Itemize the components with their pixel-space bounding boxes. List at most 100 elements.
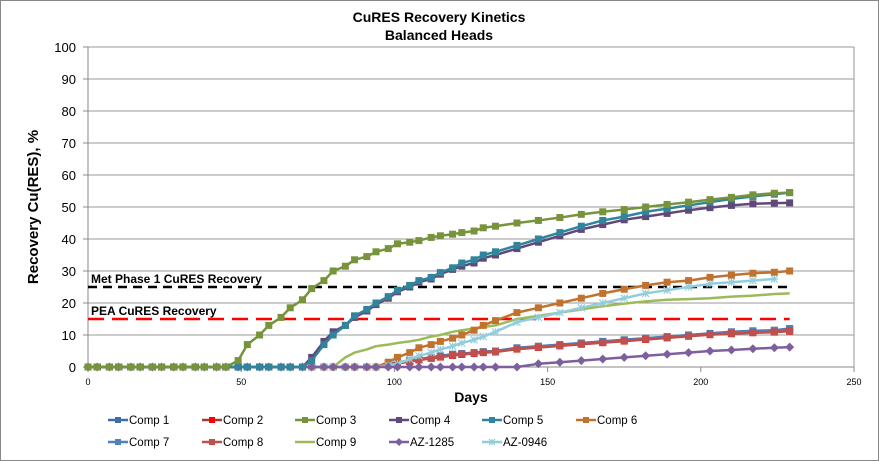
data-point xyxy=(191,363,199,371)
y-tick-label: 60 xyxy=(62,168,76,183)
data-point xyxy=(427,348,436,357)
data-point xyxy=(642,203,650,211)
data-point xyxy=(392,362,402,372)
data-point xyxy=(256,331,264,339)
data-point xyxy=(491,362,501,372)
legend-label: Comp 4 xyxy=(410,415,451,427)
data-point xyxy=(222,363,230,371)
data-point xyxy=(470,256,478,264)
data-point xyxy=(706,279,714,288)
data-point xyxy=(663,205,671,213)
data-point xyxy=(457,362,467,372)
data-point xyxy=(393,240,401,248)
data-point xyxy=(556,214,564,222)
data-point xyxy=(488,438,496,446)
data-point xyxy=(749,191,757,199)
legend-item: Comp 7 xyxy=(108,437,169,449)
data-point xyxy=(457,339,466,347)
data-point xyxy=(705,346,715,356)
data-point xyxy=(209,439,215,445)
data-point xyxy=(599,338,607,346)
legend-label: AZ-1285 xyxy=(410,437,454,449)
data-point xyxy=(479,251,487,259)
data-point xyxy=(641,289,650,298)
data-point xyxy=(513,318,521,327)
data-point xyxy=(170,363,178,371)
data-point xyxy=(436,345,445,354)
x-axis-label: Days xyxy=(454,389,488,405)
data-point xyxy=(234,363,242,371)
data-point xyxy=(706,196,714,204)
data-point xyxy=(436,269,444,277)
data-point xyxy=(458,229,466,237)
x-tick-label: 100 xyxy=(387,377,402,387)
reference-line-label: Met Phase 1 CuRES Recovery xyxy=(91,272,262,286)
data-point xyxy=(491,327,500,336)
data-point xyxy=(470,326,478,334)
data-point xyxy=(351,256,359,264)
data-point xyxy=(685,332,693,340)
y-tick-label: 90 xyxy=(62,72,76,87)
data-point xyxy=(727,201,735,209)
data-point xyxy=(308,357,316,365)
data-point xyxy=(619,352,629,362)
data-point xyxy=(435,362,445,372)
data-point xyxy=(395,438,403,446)
data-point xyxy=(642,335,650,343)
legend-label: AZ-0946 xyxy=(503,437,547,449)
data-point xyxy=(620,213,628,221)
legend-item: Comp 3 xyxy=(295,415,356,427)
data-point xyxy=(329,267,337,275)
data-point xyxy=(470,335,478,344)
data-point xyxy=(533,359,543,369)
data-point xyxy=(307,362,317,372)
data-point xyxy=(513,309,521,317)
data-point xyxy=(577,222,585,230)
data-point xyxy=(93,363,101,371)
data-point xyxy=(642,281,650,289)
data-point xyxy=(577,210,585,218)
data-point xyxy=(234,357,242,365)
x-tick-label: 200 xyxy=(693,377,708,387)
data-point xyxy=(727,271,735,279)
data-point xyxy=(583,417,589,423)
data-point xyxy=(105,363,113,371)
data-point xyxy=(302,417,308,423)
data-point xyxy=(319,362,329,372)
data-point xyxy=(706,273,714,281)
series-comp-3 xyxy=(84,189,794,371)
data-point xyxy=(372,299,380,307)
data-point xyxy=(512,362,522,372)
data-point xyxy=(298,363,306,371)
data-point xyxy=(372,248,380,256)
data-point xyxy=(492,348,500,356)
data-point xyxy=(265,363,273,371)
data-point xyxy=(663,200,671,208)
data-point xyxy=(769,343,779,353)
data-point xyxy=(213,363,221,371)
data-point xyxy=(577,340,585,348)
data-point xyxy=(351,312,359,320)
data-point xyxy=(458,259,466,267)
data-point xyxy=(362,362,372,372)
y-tick-label: 70 xyxy=(62,136,76,151)
data-point xyxy=(415,344,423,352)
data-point xyxy=(642,213,650,221)
data-point xyxy=(489,417,495,423)
legend-item: Comp 5 xyxy=(482,415,543,427)
legend-label: Comp 3 xyxy=(316,415,356,427)
legend-item: Comp 9 xyxy=(295,437,356,449)
data-point xyxy=(479,224,487,232)
data-point xyxy=(599,216,607,224)
data-point xyxy=(663,209,671,217)
data-point xyxy=(786,327,794,335)
data-point xyxy=(555,357,565,367)
data-point xyxy=(158,363,166,371)
data-point xyxy=(556,299,564,307)
data-point xyxy=(749,200,757,208)
data-point xyxy=(727,329,735,337)
data-point xyxy=(478,362,488,372)
data-point xyxy=(458,350,466,358)
